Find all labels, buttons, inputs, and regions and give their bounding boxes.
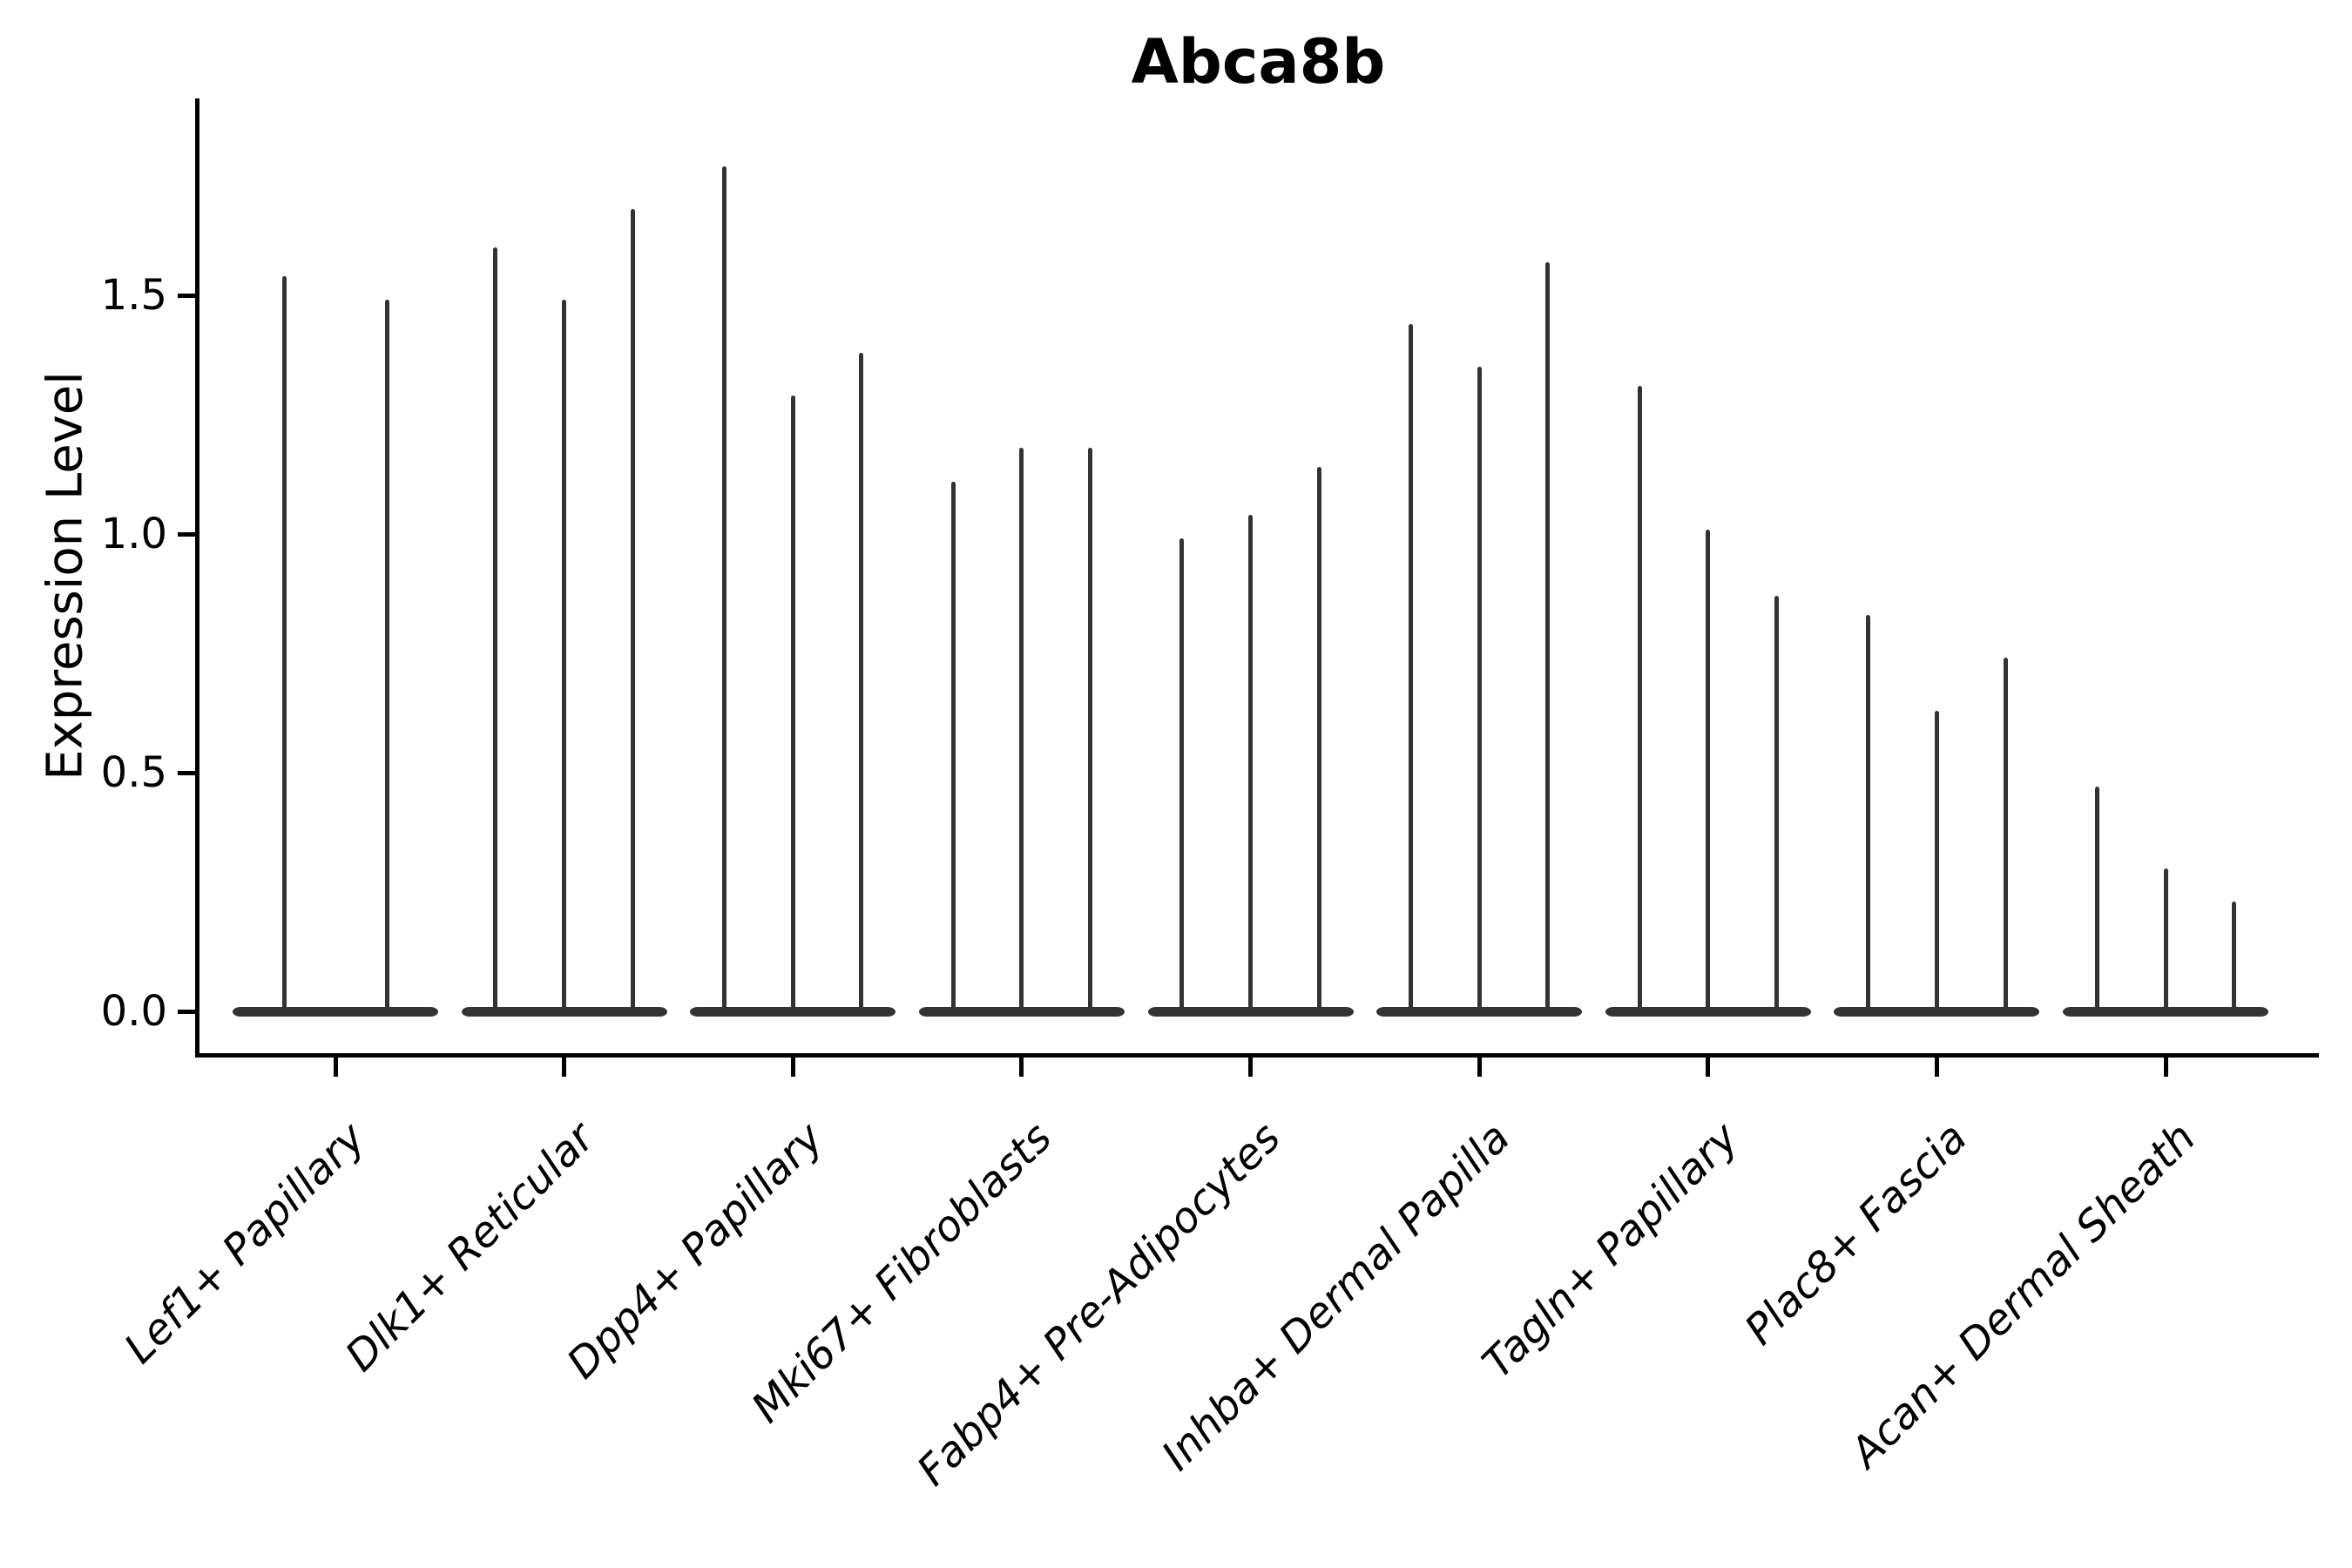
x-tick-mark [1019, 1053, 1024, 1077]
violin-spike [1637, 386, 1642, 1014]
violin-spike [1934, 710, 1939, 1014]
violin-spike [1088, 448, 1093, 1014]
x-tick-mark [1706, 1053, 1711, 1077]
violin-spike [1408, 323, 1413, 1014]
violin-base [233, 1006, 438, 1017]
violin-spike [281, 276, 287, 1014]
violin-spike [1477, 367, 1482, 1014]
violin-spike [1179, 538, 1185, 1014]
x-tick-mark [333, 1053, 338, 1077]
y-tick-label: 1.5 [100, 271, 167, 320]
y-axis-spine [195, 98, 199, 1058]
y-tick-mark [178, 770, 199, 775]
x-tick-mark [1477, 1053, 1482, 1077]
violin-spike [1706, 529, 1711, 1014]
violin-spike [2094, 787, 2099, 1014]
x-category-label: Plac8+ Fascia [1735, 1113, 1977, 1355]
x-category-label: Lef1+ Papillary [115, 1113, 375, 1374]
violin-spike [1019, 448, 1024, 1014]
y-tick-label: 0.5 [100, 748, 167, 797]
x-tick-mark [562, 1053, 567, 1077]
violin-spike [1774, 596, 1779, 1014]
violin-spike [722, 166, 727, 1014]
x-category-label: Fabp4+ Pre-Adipocytes [908, 1113, 1291, 1496]
y-tick-mark [178, 293, 199, 298]
violin-spike [859, 352, 864, 1014]
violin-spike [384, 300, 389, 1014]
violin-spike [2232, 901, 2237, 1014]
y-tick-label: 0.0 [100, 987, 167, 1036]
violin-spike [2003, 658, 2008, 1014]
x-tick-mark [2163, 1053, 2168, 1077]
y-tick-label: 1.0 [100, 510, 167, 558]
y-tick-mark [178, 1009, 199, 1014]
chart-title: Abca8b [1131, 26, 1386, 98]
violin-spike [493, 247, 498, 1014]
x-tick-mark [1934, 1053, 1939, 1077]
x-axis-spine [195, 1053, 2319, 1058]
x-tick-mark [790, 1053, 795, 1077]
y-tick-mark [178, 531, 199, 537]
violin-spike [630, 209, 635, 1014]
x-tick-mark [1248, 1053, 1254, 1077]
violin-spike [950, 481, 956, 1014]
violin-spike [1545, 261, 1551, 1014]
y-axis-label: Expression Level [37, 371, 94, 781]
x-category-label: Tagln+ Papillary [1473, 1113, 1748, 1389]
violin-spike [562, 300, 567, 1014]
violin-spike [1316, 467, 1321, 1014]
violin-spike [1866, 615, 1871, 1014]
x-category-label: Dlk1+ Reticular [336, 1113, 605, 1382]
violin-spike [2163, 868, 2168, 1014]
violin-spike [1248, 515, 1254, 1014]
violin-spike [790, 395, 795, 1014]
